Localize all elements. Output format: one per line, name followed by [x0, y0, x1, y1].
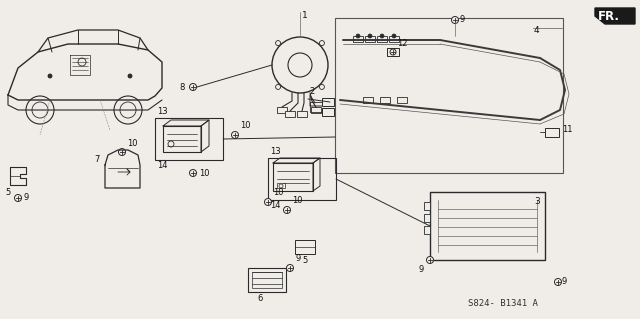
Circle shape: [368, 34, 372, 38]
Text: 3: 3: [534, 197, 540, 206]
Bar: [424, 214, 430, 222]
Circle shape: [279, 184, 283, 188]
Circle shape: [276, 85, 280, 89]
Text: 13: 13: [157, 107, 168, 116]
Circle shape: [189, 169, 196, 176]
Bar: [277, 107, 287, 113]
Text: 8: 8: [180, 83, 185, 92]
Bar: [297, 111, 307, 117]
Circle shape: [287, 264, 294, 271]
Text: 10: 10: [292, 196, 303, 205]
Text: FR.: FR.: [598, 10, 620, 23]
Bar: [430, 192, 545, 260]
Circle shape: [272, 37, 328, 93]
Text: 5: 5: [302, 256, 308, 265]
Circle shape: [554, 278, 561, 286]
Circle shape: [380, 34, 384, 38]
Circle shape: [264, 198, 271, 205]
Circle shape: [356, 34, 360, 38]
Bar: [377, 36, 387, 42]
Bar: [311, 107, 321, 113]
Text: 13: 13: [270, 147, 280, 156]
Bar: [277, 183, 285, 188]
Circle shape: [288, 53, 312, 77]
Text: 1: 1: [302, 11, 308, 20]
Bar: [363, 97, 373, 103]
Circle shape: [189, 84, 196, 91]
Circle shape: [390, 49, 396, 55]
Polygon shape: [595, 8, 635, 24]
Text: 5: 5: [5, 188, 10, 197]
Bar: [365, 36, 375, 42]
Text: 9: 9: [562, 278, 567, 286]
Text: 14: 14: [157, 161, 168, 170]
Circle shape: [319, 85, 324, 89]
Bar: [545, 128, 559, 137]
Text: 14: 14: [270, 201, 280, 210]
Bar: [389, 36, 399, 42]
Circle shape: [48, 74, 52, 78]
Bar: [397, 97, 407, 103]
Text: 4: 4: [534, 26, 540, 35]
Circle shape: [168, 141, 174, 147]
Text: 7: 7: [95, 155, 100, 165]
Text: 6: 6: [257, 294, 262, 303]
Circle shape: [284, 206, 291, 213]
Circle shape: [15, 195, 22, 202]
Bar: [295, 240, 315, 254]
Text: 9: 9: [23, 194, 28, 203]
Text: 12: 12: [397, 39, 408, 48]
Circle shape: [426, 256, 433, 263]
Bar: [268, 158, 336, 200]
Text: 10: 10: [273, 188, 284, 197]
Text: 10: 10: [199, 168, 209, 177]
Text: 9: 9: [419, 265, 424, 274]
Text: 11: 11: [562, 125, 573, 135]
Bar: [248, 268, 286, 292]
Bar: [424, 202, 430, 210]
Bar: [387, 48, 399, 56]
Bar: [252, 272, 282, 288]
Bar: [273, 163, 313, 191]
Circle shape: [128, 74, 132, 78]
Circle shape: [118, 149, 125, 155]
Circle shape: [276, 41, 280, 46]
Bar: [335, 18, 563, 173]
Text: 2: 2: [310, 87, 315, 96]
Bar: [285, 111, 295, 117]
Text: 10: 10: [240, 121, 250, 130]
Bar: [322, 108, 334, 116]
Bar: [155, 118, 223, 160]
Bar: [163, 126, 201, 152]
Circle shape: [26, 96, 54, 124]
Circle shape: [451, 17, 458, 24]
Circle shape: [392, 34, 396, 38]
Text: 10: 10: [127, 139, 138, 148]
Text: 9: 9: [460, 15, 465, 24]
Text: S824- B1341 A: S824- B1341 A: [468, 299, 538, 308]
Bar: [353, 36, 363, 42]
Bar: [424, 226, 430, 234]
Bar: [380, 97, 390, 103]
Circle shape: [114, 96, 142, 124]
Bar: [322, 98, 334, 106]
Circle shape: [319, 41, 324, 46]
Circle shape: [232, 131, 239, 138]
Text: 9: 9: [295, 254, 300, 263]
